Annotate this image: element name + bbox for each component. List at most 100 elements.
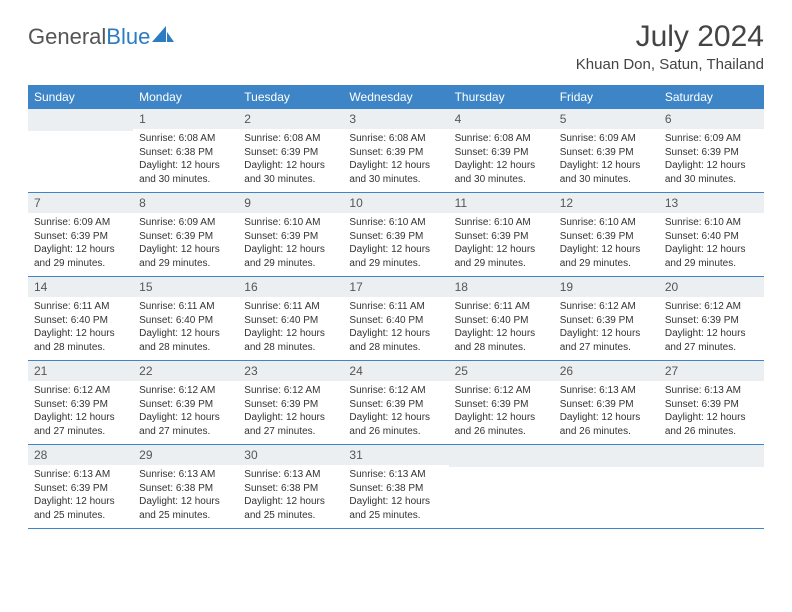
day-number: 29 [133, 445, 238, 465]
day-number: 8 [133, 193, 238, 213]
day-data: Sunrise: 6:09 AMSunset: 6:39 PMDaylight:… [133, 213, 238, 276]
calendar-day-cell: 4Sunrise: 6:08 AMSunset: 6:39 PMDaylight… [449, 109, 554, 193]
day-number [28, 109, 133, 131]
calendar-day-cell: 15Sunrise: 6:11 AMSunset: 6:40 PMDayligh… [133, 277, 238, 361]
page-header: GeneralBlue July 2024 Khuan Don, Satun, … [28, 20, 764, 73]
day-data: Sunrise: 6:12 AMSunset: 6:39 PMDaylight:… [238, 381, 343, 444]
calendar-day-cell: 27Sunrise: 6:13 AMSunset: 6:39 PMDayligh… [659, 361, 764, 445]
calendar-day-cell: 21Sunrise: 6:12 AMSunset: 6:39 PMDayligh… [28, 361, 133, 445]
day-number: 25 [449, 361, 554, 381]
day-number: 15 [133, 277, 238, 297]
calendar-day-cell: 10Sunrise: 6:10 AMSunset: 6:39 PMDayligh… [343, 193, 448, 277]
calendar-empty-cell [449, 445, 554, 529]
calendar-day-cell: 20Sunrise: 6:12 AMSunset: 6:39 PMDayligh… [659, 277, 764, 361]
day-number: 20 [659, 277, 764, 297]
day-number: 2 [238, 109, 343, 129]
day-data: Sunrise: 6:09 AMSunset: 6:39 PMDaylight:… [28, 213, 133, 276]
day-number: 1 [133, 109, 238, 129]
day-data: Sunrise: 6:12 AMSunset: 6:39 PMDaylight:… [343, 381, 448, 444]
weekday-header: Wednesday [343, 85, 448, 109]
day-data: Sunrise: 6:10 AMSunset: 6:39 PMDaylight:… [449, 213, 554, 276]
calendar-week-row: 7Sunrise: 6:09 AMSunset: 6:39 PMDaylight… [28, 193, 764, 277]
location-text: Khuan Don, Satun, Thailand [576, 56, 764, 73]
day-data: Sunrise: 6:12 AMSunset: 6:39 PMDaylight:… [449, 381, 554, 444]
day-number: 10 [343, 193, 448, 213]
day-data: Sunrise: 6:08 AMSunset: 6:39 PMDaylight:… [449, 129, 554, 192]
day-number: 18 [449, 277, 554, 297]
weekday-header: Tuesday [238, 85, 343, 109]
calendar-day-cell: 12Sunrise: 6:10 AMSunset: 6:39 PMDayligh… [554, 193, 659, 277]
day-data [449, 467, 554, 528]
calendar-day-cell: 30Sunrise: 6:13 AMSunset: 6:38 PMDayligh… [238, 445, 343, 529]
day-number: 24 [343, 361, 448, 381]
day-data: Sunrise: 6:08 AMSunset: 6:38 PMDaylight:… [133, 129, 238, 192]
calendar-head: SundayMondayTuesdayWednesdayThursdayFrid… [28, 85, 764, 109]
day-data: Sunrise: 6:10 AMSunset: 6:39 PMDaylight:… [238, 213, 343, 276]
calendar-day-cell: 7Sunrise: 6:09 AMSunset: 6:39 PMDaylight… [28, 193, 133, 277]
day-number: 26 [554, 361, 659, 381]
day-data: Sunrise: 6:09 AMSunset: 6:39 PMDaylight:… [554, 129, 659, 192]
logo-text-blue: Blue [106, 24, 150, 50]
day-number: 17 [343, 277, 448, 297]
calendar-empty-cell [554, 445, 659, 529]
day-data [28, 131, 133, 192]
day-number: 9 [238, 193, 343, 213]
day-number [659, 445, 764, 467]
calendar-day-cell: 18Sunrise: 6:11 AMSunset: 6:40 PMDayligh… [449, 277, 554, 361]
day-data: Sunrise: 6:11 AMSunset: 6:40 PMDaylight:… [28, 297, 133, 360]
day-number: 7 [28, 193, 133, 213]
calendar-day-cell: 11Sunrise: 6:10 AMSunset: 6:39 PMDayligh… [449, 193, 554, 277]
day-data: Sunrise: 6:10 AMSunset: 6:39 PMDaylight:… [554, 213, 659, 276]
weekday-header: Thursday [449, 85, 554, 109]
calendar-table: SundayMondayTuesdayWednesdayThursdayFrid… [28, 85, 764, 529]
day-data: Sunrise: 6:12 AMSunset: 6:39 PMDaylight:… [659, 297, 764, 360]
calendar-day-cell: 14Sunrise: 6:11 AMSunset: 6:40 PMDayligh… [28, 277, 133, 361]
day-data: Sunrise: 6:11 AMSunset: 6:40 PMDaylight:… [343, 297, 448, 360]
calendar-day-cell: 26Sunrise: 6:13 AMSunset: 6:39 PMDayligh… [554, 361, 659, 445]
calendar-body: 1Sunrise: 6:08 AMSunset: 6:38 PMDaylight… [28, 109, 764, 529]
calendar-empty-cell [28, 109, 133, 193]
day-data: Sunrise: 6:08 AMSunset: 6:39 PMDaylight:… [343, 129, 448, 192]
day-data: Sunrise: 6:11 AMSunset: 6:40 PMDaylight:… [238, 297, 343, 360]
calendar-day-cell: 28Sunrise: 6:13 AMSunset: 6:39 PMDayligh… [28, 445, 133, 529]
day-number: 16 [238, 277, 343, 297]
logo-sail-icon [152, 24, 174, 50]
day-data: Sunrise: 6:13 AMSunset: 6:39 PMDaylight:… [554, 381, 659, 444]
day-data: Sunrise: 6:13 AMSunset: 6:38 PMDaylight:… [133, 465, 238, 528]
day-number: 19 [554, 277, 659, 297]
day-number [449, 445, 554, 467]
day-data: Sunrise: 6:13 AMSunset: 6:38 PMDaylight:… [343, 465, 448, 528]
calendar-day-cell: 31Sunrise: 6:13 AMSunset: 6:38 PMDayligh… [343, 445, 448, 529]
title-block: July 2024 Khuan Don, Satun, Thailand [576, 20, 764, 73]
day-data: Sunrise: 6:12 AMSunset: 6:39 PMDaylight:… [554, 297, 659, 360]
day-number: 12 [554, 193, 659, 213]
day-number [554, 445, 659, 467]
calendar-day-cell: 9Sunrise: 6:10 AMSunset: 6:39 PMDaylight… [238, 193, 343, 277]
day-number: 14 [28, 277, 133, 297]
day-data: Sunrise: 6:12 AMSunset: 6:39 PMDaylight:… [133, 381, 238, 444]
day-number: 4 [449, 109, 554, 129]
day-data: Sunrise: 6:11 AMSunset: 6:40 PMDaylight:… [449, 297, 554, 360]
day-number: 30 [238, 445, 343, 465]
day-data: Sunrise: 6:13 AMSunset: 6:39 PMDaylight:… [659, 381, 764, 444]
calendar-empty-cell [659, 445, 764, 529]
day-number: 11 [449, 193, 554, 213]
month-title: July 2024 [576, 20, 764, 54]
calendar-day-cell: 13Sunrise: 6:10 AMSunset: 6:40 PMDayligh… [659, 193, 764, 277]
day-data: Sunrise: 6:09 AMSunset: 6:39 PMDaylight:… [659, 129, 764, 192]
day-data: Sunrise: 6:13 AMSunset: 6:38 PMDaylight:… [238, 465, 343, 528]
calendar-week-row: 21Sunrise: 6:12 AMSunset: 6:39 PMDayligh… [28, 361, 764, 445]
day-number: 6 [659, 109, 764, 129]
calendar-week-row: 14Sunrise: 6:11 AMSunset: 6:40 PMDayligh… [28, 277, 764, 361]
day-data [554, 467, 659, 528]
calendar-day-cell: 3Sunrise: 6:08 AMSunset: 6:39 PMDaylight… [343, 109, 448, 193]
weekday-header: Sunday [28, 85, 133, 109]
logo: GeneralBlue [28, 24, 174, 50]
calendar-day-cell: 16Sunrise: 6:11 AMSunset: 6:40 PMDayligh… [238, 277, 343, 361]
day-number: 13 [659, 193, 764, 213]
calendar-day-cell: 8Sunrise: 6:09 AMSunset: 6:39 PMDaylight… [133, 193, 238, 277]
calendar-day-cell: 19Sunrise: 6:12 AMSunset: 6:39 PMDayligh… [554, 277, 659, 361]
calendar-week-row: 28Sunrise: 6:13 AMSunset: 6:39 PMDayligh… [28, 445, 764, 529]
weekday-header: Saturday [659, 85, 764, 109]
calendar-day-cell: 6Sunrise: 6:09 AMSunset: 6:39 PMDaylight… [659, 109, 764, 193]
